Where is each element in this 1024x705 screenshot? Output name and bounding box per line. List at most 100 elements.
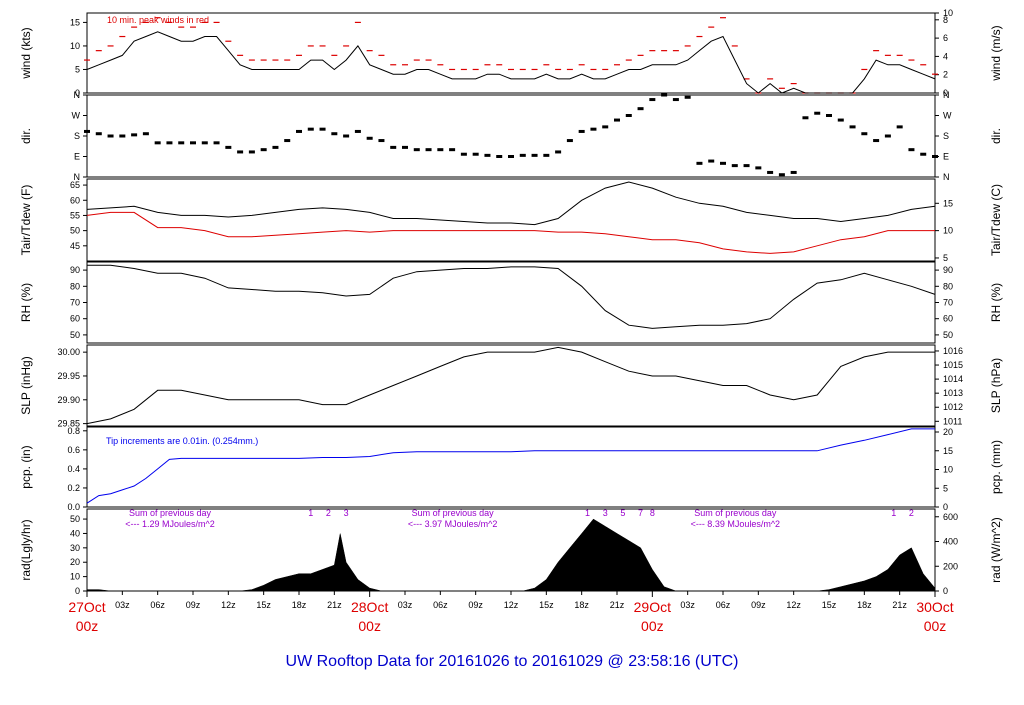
xtick-label: 15z [256,600,271,610]
chart-title: UW Rooftop Data for 20161026 to 20161029… [286,653,739,670]
dir-point [378,139,385,143]
rad-marker: 1 [308,508,313,518]
ytick-label-right-3: 50 [943,330,953,340]
dir-point [437,148,444,152]
dir-point [272,145,279,149]
xtick-label: 09z [468,600,483,610]
ytick-label-right-4: 1015 [943,360,963,370]
rad-marker: 8 [650,508,655,518]
dir-point [602,125,609,129]
day-label-date-3: 30Oct [916,599,953,615]
rad-annotation-1-line1: Sum of previous day [412,508,495,518]
rad-annotation-2-line2: <--- 8.39 MJoules/m^2 [691,519,781,529]
dir-point [178,141,185,145]
ytick-label-right-2: 5 [943,253,948,263]
dir-point [472,152,479,156]
dir-point [743,164,750,168]
dir-point [566,139,573,143]
ytick-label-left-5: 0.0 [67,502,80,512]
xtick-label: 12z [221,600,236,610]
dir-point [425,148,432,152]
ytick-label-left-5: 0.8 [67,426,80,436]
dir-point [849,125,856,129]
dir-point [614,118,620,122]
ytick-label-right-0: 10 [943,8,953,18]
dir-point [637,107,644,111]
xtick-label: 15z [822,600,837,610]
ytick-label-left-3: 60 [70,314,80,324]
rad-area [86,518,936,592]
ylabel-left-2: Tair/Tdew (F) [19,185,33,256]
dir-point [84,129,90,133]
dir-point [225,145,232,149]
dir-point [366,136,373,140]
ytick-label-left-6: 50 [70,514,80,524]
dir-point [484,153,491,157]
xtick-label: 18z [574,600,589,610]
dir-point [826,114,832,117]
dir-point [131,133,138,137]
dir-point [519,153,526,157]
xtick-label: 18z [857,600,872,610]
ytick-label-left-6: 20 [70,557,80,567]
day-label-hour-2: 00z [641,618,664,634]
ytick-label-right-4: 1013 [943,388,963,398]
xtick-label: 09z [751,600,766,610]
dir-point [319,127,326,131]
panel-frame-1 [86,94,936,178]
dir-point [95,132,102,136]
dir-point [107,134,114,138]
ytick-label-left-2: 55 [70,210,80,220]
ylabel-left-1: dir. [19,128,33,144]
ytick-label-right-6: 600 [943,512,958,522]
dir-point [672,98,679,102]
ytick-label-left-4: 30.00 [57,347,80,357]
ytick-label-left-1: S [74,131,80,141]
ytick-label-left-2: 60 [70,195,80,205]
rad-annotation-2-line1: Sum of previous day [694,508,777,518]
ytick-label-left-6: 40 [70,528,80,538]
ylabel-right-6: rad (W/m^2) [989,517,1003,583]
series-line-Tdew-2 [86,211,935,254]
dir-point [460,152,467,156]
dir-point [720,161,726,165]
ytick-label-right-1: E [943,152,949,162]
ytick-label-right-0: 6 [943,33,948,43]
ytick-label-right-3: 70 [943,298,953,308]
pcp-annotation: Tip increments are 0.01in. (0.254mm.) [106,436,258,446]
dir-point [142,132,149,136]
ytick-label-right-4: 1014 [943,374,963,384]
ytick-label-left-3: 50 [70,330,80,340]
dir-point [920,152,927,156]
ytick-label-left-4: 29.85 [57,419,80,429]
series-line-SLP-4 [86,346,935,425]
ylabel-right-2: Tair/Tdew (C) [989,184,1003,256]
xtick-label: 06z [150,600,165,610]
dir-point [508,155,514,158]
dir-point [284,139,291,143]
dir-point [390,145,397,149]
dir-point [260,148,267,152]
ytick-label-left-2: 50 [70,226,80,236]
xtick-label: 21z [610,600,625,610]
ytick-label-right-2: 15 [943,198,953,208]
ytick-label-left-3: 70 [70,298,80,308]
ytick-label-left-3: 80 [70,281,80,291]
xtick-label: 15z [539,600,554,610]
ytick-label-right-3: 60 [943,314,953,324]
day-label-hour-3: 00z [924,618,947,634]
dir-point [307,127,314,131]
ylabel-right-3: RH (%) [989,283,1003,322]
ytick-label-left-5: 0.6 [67,445,80,455]
dir-point [213,141,220,145]
ytick-label-right-5: 15 [943,446,953,456]
ytick-label-left-1: N [74,172,81,182]
ytick-label-left-4: 29.90 [57,395,80,405]
dir-point [449,148,456,152]
ytick-label-right-0: 4 [943,51,948,61]
ytick-label-left-6: 10 [70,572,80,582]
dir-point [166,141,173,145]
rad-marker: 5 [620,508,625,518]
dir-point [778,173,785,177]
ytick-label-left-0: 10 [70,41,80,51]
